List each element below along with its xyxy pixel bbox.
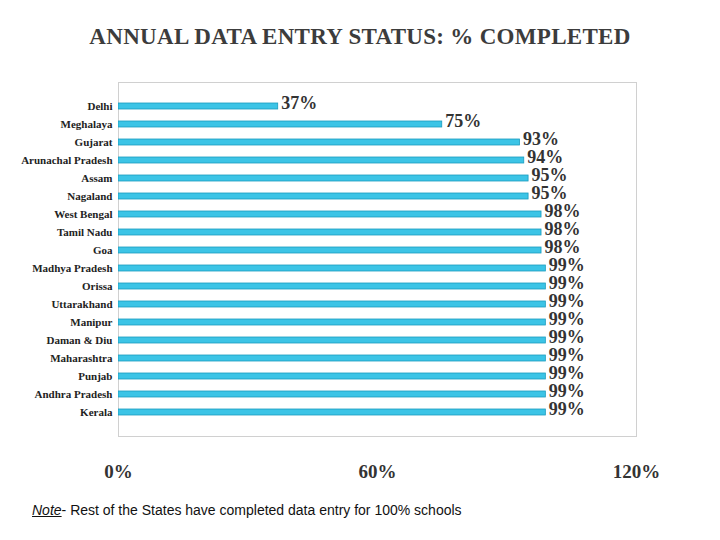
svg-text:Gujarat: Gujarat: [75, 136, 113, 148]
svg-text:98%: 98%: [545, 201, 581, 221]
svg-text:Goa: Goa: [93, 244, 113, 256]
svg-text:93%: 93%: [523, 129, 559, 149]
svg-text:98%: 98%: [545, 237, 581, 257]
svg-text:99%: 99%: [549, 291, 585, 311]
svg-text:Madhya Pradesh: Madhya Pradesh: [32, 262, 112, 274]
svg-text:Orissa: Orissa: [82, 280, 113, 292]
svg-text:37%: 37%: [281, 93, 317, 113]
svg-text:Uttarakhand: Uttarakhand: [51, 298, 112, 310]
svg-text:99%: 99%: [549, 363, 585, 383]
svg-text:99%: 99%: [549, 273, 585, 293]
svg-text:60%: 60%: [359, 461, 397, 482]
svg-text:99%: 99%: [549, 255, 585, 275]
svg-text:75%: 75%: [445, 111, 481, 131]
svg-text:Tamil Nadu: Tamil Nadu: [57, 226, 113, 238]
svg-text:99%: 99%: [549, 345, 585, 365]
svg-text:Arunachal Pradesh: Arunachal Pradesh: [21, 154, 112, 166]
svg-text:Nagaland: Nagaland: [67, 190, 112, 202]
svg-text:Maharashtra: Maharashtra: [50, 352, 113, 364]
svg-text:Punjab: Punjab: [78, 370, 112, 382]
html-text:Note - Rest of the States have: Note - Rest of the States have completed…: [32, 502, 462, 518]
svg-text:Manipur: Manipur: [70, 316, 112, 328]
svg-text:West Bengal: West Bengal: [54, 208, 112, 220]
svg-text:120%: 120%: [613, 461, 661, 482]
svg-text:95%: 95%: [532, 183, 568, 203]
svg-text:99%: 99%: [549, 309, 585, 329]
svg-text:99%: 99%: [549, 327, 585, 347]
svg-text:99%: 99%: [549, 381, 585, 401]
svg-text:99%: 99%: [549, 399, 585, 419]
svg-text:0%: 0%: [104, 461, 133, 482]
svg-text:Meghalaya: Meghalaya: [61, 118, 113, 130]
svg-text:98%: 98%: [545, 219, 581, 239]
svg-text:Andhra Pradesh: Andhra Pradesh: [35, 388, 113, 400]
html-text:ANNUAL DATA ENTRY STATUS: % CO: ANNUAL DATA ENTRY STATUS: % COMPLETED: [89, 24, 631, 49]
svg-text:Delhi: Delhi: [87, 100, 112, 112]
svg-text:94%: 94%: [527, 147, 563, 167]
svg-text:Kerala: Kerala: [80, 406, 113, 418]
svg-text:Daman & Diu: Daman & Diu: [46, 334, 112, 346]
svg-text:95%: 95%: [532, 165, 568, 185]
svg-text:Assam: Assam: [81, 172, 112, 184]
